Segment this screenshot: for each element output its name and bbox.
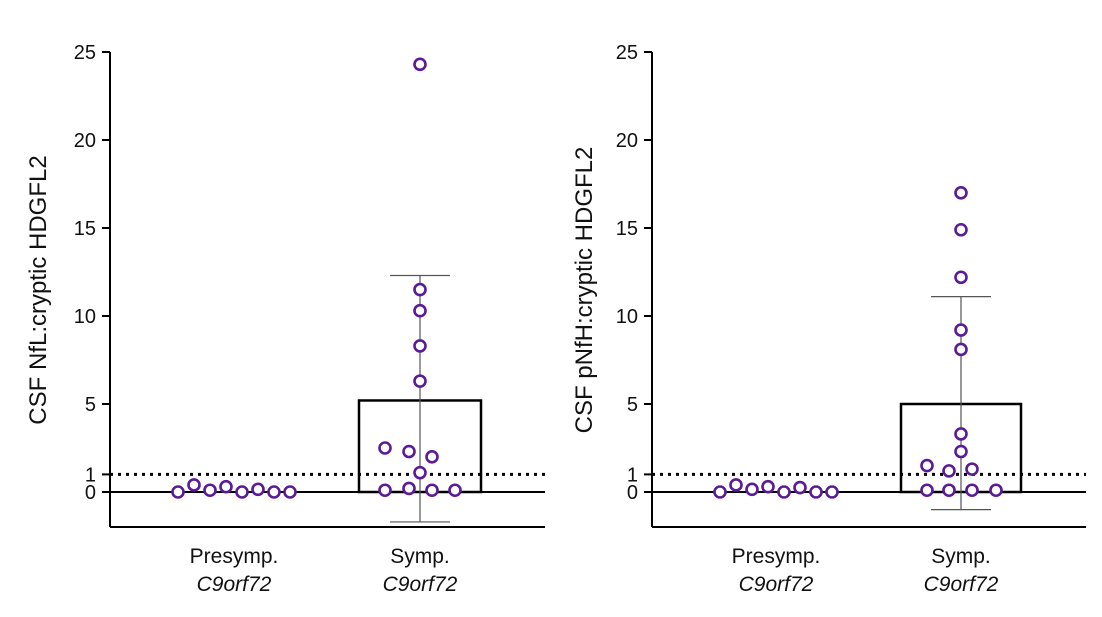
data-point (413, 465, 427, 480)
category-label: Presymp. (732, 545, 821, 568)
data-point (203, 483, 217, 498)
y-axis-title: CSF NfL:cryptic HDGFL2 (25, 155, 52, 424)
y-tick-label: 0 (627, 482, 638, 504)
data-point (965, 483, 979, 498)
data-point (954, 222, 968, 237)
data-point (235, 485, 249, 499)
category-label: Symp. (931, 545, 991, 568)
data-point (809, 485, 823, 499)
y-axis-title: CSF pNfH:cryptic HDGFL2 (571, 147, 598, 434)
data-point (954, 270, 968, 285)
y-tick-label: 25 (74, 42, 96, 64)
data-point (713, 485, 727, 499)
y-tick-label: 25 (616, 42, 638, 64)
data-point (954, 323, 968, 337)
data-point (965, 462, 979, 476)
data-point (187, 478, 201, 492)
data-point (954, 342, 968, 357)
data-point (267, 485, 281, 499)
data-point (777, 485, 791, 499)
data-point (402, 444, 416, 459)
data-point (954, 444, 968, 459)
data-point (729, 478, 743, 492)
data-point (413, 303, 427, 318)
y-tick-label: 1 (85, 464, 96, 486)
data-point (219, 479, 233, 494)
data-point (745, 482, 759, 497)
data-point (425, 483, 439, 498)
data-point (378, 441, 392, 455)
y-tick-label: 15 (74, 218, 96, 240)
category-label: Symp. (390, 545, 450, 568)
data-point (954, 186, 968, 200)
data-point (378, 483, 392, 498)
category-gene-label: C9orf72 (924, 573, 999, 596)
y-tick-label: 10 (74, 306, 96, 328)
y-tick-label: 0 (85, 482, 96, 504)
y-tick-label: 15 (616, 218, 638, 240)
data-point (448, 483, 462, 498)
data-point (920, 458, 934, 473)
y-tick-label: 10 (616, 306, 638, 328)
data-point (171, 485, 185, 499)
data-point (954, 427, 968, 441)
category-gene-label: C9orf72 (383, 573, 458, 596)
data-point (825, 485, 839, 499)
data-point (942, 464, 956, 478)
data-point (413, 339, 427, 353)
y-tick-label: 5 (627, 394, 638, 416)
data-point (251, 482, 265, 497)
y-tick-label: 1 (627, 464, 638, 486)
data-point (793, 480, 807, 495)
data-point (283, 485, 297, 499)
data-point (425, 449, 439, 464)
data-point (413, 374, 427, 388)
data-point (413, 282, 427, 297)
category-label: Presymp. (190, 545, 279, 568)
category-gene-label: C9orf72 (197, 573, 272, 596)
data-point (989, 483, 1003, 498)
data-point (402, 481, 416, 496)
data-point (413, 57, 427, 72)
data-point (942, 483, 956, 498)
y-tick-label: 20 (616, 130, 638, 152)
category-gene-label: C9orf72 (739, 573, 814, 596)
y-tick-label: 20 (74, 130, 96, 152)
y-tick-label: 5 (85, 394, 96, 416)
data-point (920, 483, 934, 498)
data-point (761, 479, 775, 494)
